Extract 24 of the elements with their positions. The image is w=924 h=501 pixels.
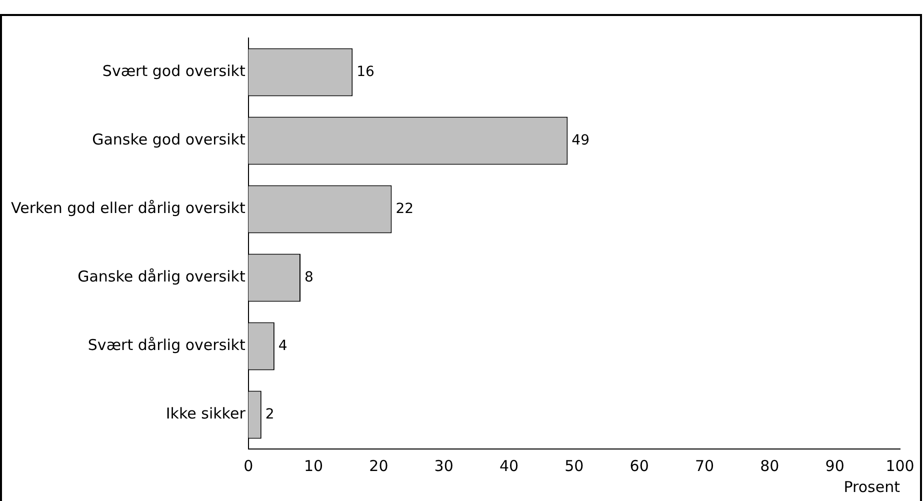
x-tick-label: 90 (825, 456, 844, 475)
data-label: 2 (265, 406, 274, 422)
x-tick-label: 20 (369, 456, 388, 475)
x-tick-label: 40 (499, 456, 519, 475)
x-tick-label: 70 (694, 456, 714, 475)
x-axis-title: Prosent (844, 478, 900, 496)
x-tick-label: 80 (760, 456, 780, 475)
data-label: 49 (572, 132, 590, 148)
y-tick-label: Svært dårlig oversikt (88, 336, 246, 354)
y-tick-label: Svært god oversikt (102, 62, 246, 80)
y-tick-label: Ikke sikker (166, 404, 246, 423)
y-tick-label: Ganske god oversikt (92, 130, 246, 149)
data-label: 4 (278, 338, 288, 354)
x-tick-label: 60 (630, 456, 649, 475)
y-tick-label: Verken god eller dårlig oversikt (10, 199, 246, 218)
x-tick-label: 0 (244, 456, 254, 475)
data-label: 22 (396, 200, 414, 217)
x-tick-label: 10 (304, 456, 324, 475)
y-tick-label: Ganske dårlig oversikt (78, 268, 246, 286)
data-label: 16 (356, 64, 375, 80)
x-tick-label: 100 (886, 456, 914, 475)
x-tick-label: 30 (434, 456, 454, 475)
data-label: 8 (304, 269, 314, 286)
x-tick-label: 50 (564, 456, 584, 475)
